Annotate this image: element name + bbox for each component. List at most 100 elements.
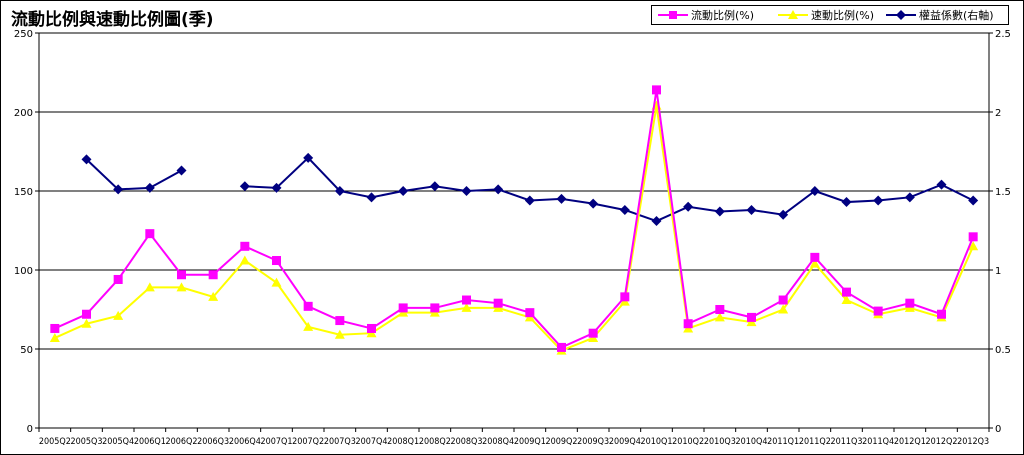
data-point-equity-multiplier (841, 197, 852, 208)
data-point-equity-multiplier (429, 181, 440, 192)
data-point-equity-multiplier (303, 152, 314, 163)
x-tick-label: 2010Q1 (641, 437, 673, 447)
data-point-current-ratio (303, 301, 313, 311)
data-point-current-ratio (747, 312, 756, 322)
data-point-equity-multiplier (398, 186, 409, 196)
x-tick-label: 2007Q1 (261, 437, 293, 447)
data-point-current-ratio (240, 241, 250, 251)
data-point-equity-multiplier (809, 186, 820, 196)
x-tick-label: 2008Q4 (482, 437, 514, 447)
data-point-current-ratio (842, 287, 851, 297)
data-point-equity-multiplier (81, 154, 92, 165)
data-point-equity-multiplier (873, 195, 884, 206)
x-tick-label: 2010Q2 (672, 437, 704, 447)
data-point-quick-ratio (809, 258, 820, 268)
left-tick-label: 200 (14, 108, 33, 119)
legend-label-equity-multiplier: 權益係數(右軸) (919, 9, 994, 22)
x-tick-label: 2007Q2 (292, 437, 324, 447)
data-point-equity-multiplier (144, 182, 155, 193)
series-line (54, 105, 975, 352)
legend-item-equity-multiplier: 權益係數(右軸) (886, 8, 994, 22)
data-point-equity-multiplier (778, 209, 789, 220)
left-tick-label: 50 (20, 345, 33, 356)
data-point-equity-multiplier (113, 184, 124, 195)
data-point-current-ratio (778, 295, 788, 305)
data-point-equity-multiplier (271, 182, 282, 193)
legend-swatch-equity-multiplier (886, 10, 916, 20)
data-point-equity-multiplier (904, 192, 915, 203)
x-tick-label: 2007Q4 (356, 437, 388, 447)
data-point-quick-ratio (968, 241, 979, 251)
data-point-current-ratio (588, 328, 598, 338)
data-point-current-ratio (493, 298, 503, 308)
legend-item-quick-ratio: 速動比例(%) (778, 8, 874, 22)
x-tick-label: 2011Q3 (831, 437, 863, 447)
x-tick-label: 2006Q4 (229, 437, 261, 447)
data-point-quick-ratio (239, 255, 250, 265)
data-point-current-ratio (272, 256, 281, 266)
data-point-equity-multiplier (746, 204, 757, 215)
data-point-current-ratio (652, 85, 661, 95)
series-line (54, 89, 975, 349)
data-point-current-ratio (430, 303, 440, 313)
data-point-equity-multiplier (556, 193, 567, 204)
legend-item-current-ratio: 流動比例(%) (658, 8, 754, 22)
legend-label-current-ratio: 流動比例(%) (691, 9, 755, 22)
data-point-quick-ratio (144, 282, 155, 292)
data-point-equity-multiplier (366, 192, 377, 203)
data-point-current-ratio (715, 305, 725, 314)
data-point-equity-multiplier (493, 184, 504, 195)
x-tick-label: 2006Q2 (166, 437, 198, 447)
data-point-current-ratio (398, 303, 408, 313)
x-tick-label: 2011Q4 (862, 437, 894, 447)
series-line (85, 158, 182, 191)
chart-title: 流動比例與速動比例圖(季) (11, 10, 214, 30)
data-point-quick-ratio (714, 312, 725, 322)
series-line (244, 156, 974, 223)
x-tick-label: 2009Q4 (609, 437, 641, 447)
data-point-current-ratio (873, 306, 883, 316)
right-tick-label: 1.5 (995, 187, 1011, 198)
x-tick-label: 2011Q2 (799, 437, 831, 447)
legend-swatch-quick-ratio (778, 10, 808, 19)
x-tick-label: 2012Q1 (894, 437, 926, 447)
x-tick-label: 2012Q2 (926, 437, 958, 447)
plot-area (39, 33, 989, 428)
data-point-current-ratio (50, 323, 60, 333)
data-point-current-ratio (367, 323, 376, 333)
data-point-equity-multiplier (936, 179, 947, 190)
right-tick-label: 2.5 (995, 29, 1011, 40)
data-point-equity-multiplier (651, 216, 662, 227)
left-tick-label: 150 (14, 187, 33, 198)
left-tick-label: 250 (14, 29, 33, 40)
data-point-equity-multiplier (968, 195, 979, 206)
data-point-quick-ratio (208, 291, 219, 301)
data-point-quick-ratio (49, 332, 60, 342)
data-point-quick-ratio (81, 318, 92, 328)
data-point-current-ratio (937, 309, 946, 319)
x-tick-label: 2008Q2 (419, 437, 451, 447)
right-tick-label: 0 (995, 424, 1001, 435)
data-point-equity-multiplier (588, 198, 599, 209)
data-point-equity-multiplier (176, 165, 187, 176)
data-point-current-ratio (557, 342, 566, 352)
data-point-current-ratio (113, 274, 123, 284)
data-point-equity-multiplier (334, 186, 345, 196)
data-point-current-ratio (145, 229, 155, 239)
data-point-quick-ratio (271, 277, 282, 287)
data-point-current-ratio (208, 270, 218, 280)
x-tick-label: 2008Q1 (387, 437, 419, 447)
data-point-equity-multiplier (461, 186, 472, 196)
left-tick-label: 100 (14, 266, 33, 277)
data-point-current-ratio (683, 319, 693, 329)
x-tick-label: 2005Q4 (102, 437, 134, 447)
x-tick-label: 2008Q3 (451, 437, 483, 447)
data-point-current-ratio (905, 298, 915, 308)
data-point-equity-multiplier (619, 204, 630, 215)
x-tick-label: 2009Q3 (577, 437, 609, 447)
x-tick-label: 2010Q4 (736, 437, 768, 447)
data-point-current-ratio (462, 295, 471, 305)
x-tick-label: 2012Q3 (957, 437, 989, 447)
data-point-current-ratio (620, 292, 630, 302)
